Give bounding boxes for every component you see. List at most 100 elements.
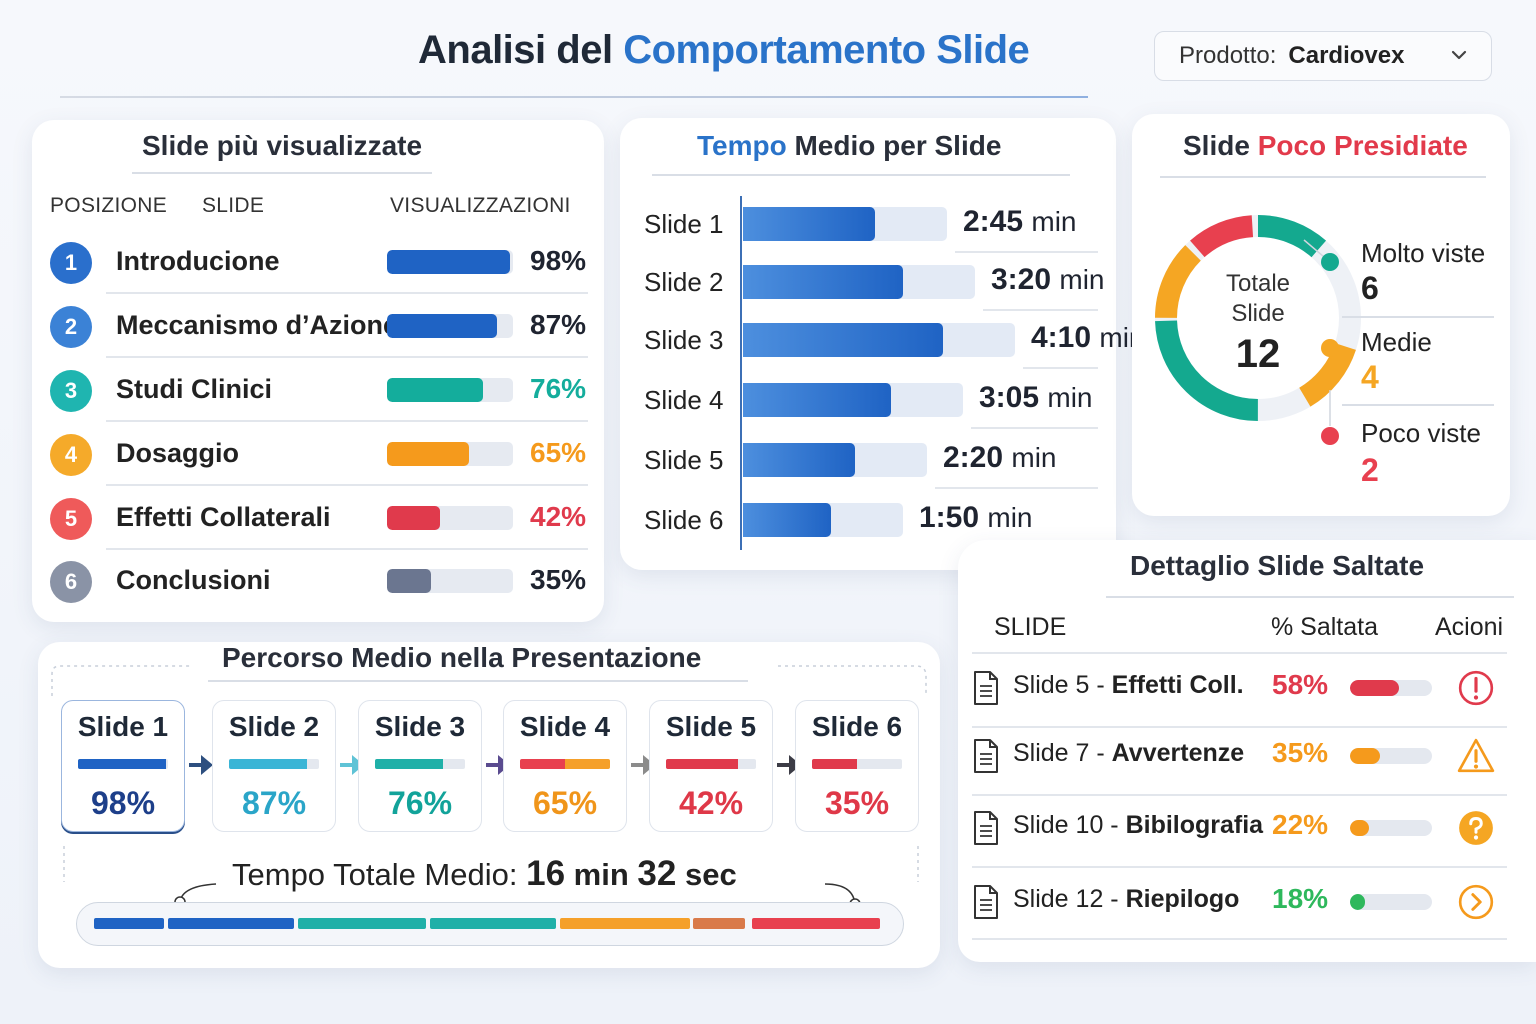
- path-step-bar: [229, 759, 319, 769]
- time-slide-label: Slide 4: [644, 385, 724, 415]
- rank-bar-fill: [387, 442, 469, 466]
- path-frame-dashed: [51, 665, 927, 882]
- time-bar: [743, 443, 855, 477]
- avg-time-title: Tempo Medio per Slide: [697, 130, 1001, 162]
- rank-bar-fill: [387, 250, 511, 274]
- path-step-percent: 35%: [824, 785, 890, 821]
- time-value-unit: min: [1011, 442, 1057, 473]
- time-bar-track: [743, 503, 903, 537]
- path-step-bar: [666, 759, 756, 769]
- skipped-slide-prefix: Slide 7 -: [1013, 739, 1112, 767]
- path-step-bar: [812, 759, 902, 769]
- time-value-number: 4:10: [1031, 321, 1092, 354]
- arrow-right-icon: [189, 755, 213, 775]
- path-step-label: Slide 5: [665, 711, 757, 742]
- skipped-slide-prefix: Slide 10 -: [1013, 811, 1126, 839]
- help-circle-icon[interactable]: [1457, 809, 1495, 847]
- skipped-title-rule: [1106, 596, 1514, 598]
- skipped-bar-track: [1350, 820, 1432, 836]
- most-viewed-title-rule: [132, 172, 432, 174]
- total-time-label: Tempo Totale Medio:: [232, 857, 518, 892]
- path-step-label: Slide 1: [77, 711, 169, 742]
- rank-percent: 42%: [530, 501, 587, 532]
- path-step[interactable]: Slide 1 98%: [61, 700, 185, 832]
- time-value-unit: min: [987, 502, 1033, 533]
- time-row-separator: [1023, 367, 1098, 369]
- time-value: 3:05 min: [979, 381, 1093, 415]
- total-time-minutes: 16: [526, 854, 566, 893]
- legend-label-medium: Medie: [1361, 327, 1432, 357]
- most-viewed-title: Slide più visualizzate: [142, 130, 423, 161]
- rank-badge: 2: [50, 306, 92, 348]
- warning-triangle-icon[interactable]: [1457, 737, 1495, 775]
- skipped-card: [958, 540, 1536, 962]
- skipped-slide-prefix: Slide 5 -: [1013, 671, 1112, 699]
- time-value-number: 1:50: [919, 501, 980, 534]
- chevron-right-circle-icon[interactable]: [1457, 883, 1495, 921]
- time-bar-track: [743, 383, 963, 417]
- time-row-separator: [971, 427, 1098, 429]
- timeline-segment: [560, 918, 690, 929]
- avg-time-title-part2: Medio per Slide: [794, 130, 1002, 161]
- time-value: 2:20 min: [943, 441, 1057, 475]
- skipped-slide-prefix: Slide 12 -: [1013, 885, 1126, 913]
- time-value-unit: min: [1059, 264, 1105, 295]
- col-position: POSIZIONE: [50, 194, 168, 217]
- path-step-bar: [520, 759, 610, 769]
- rank-badge: 6: [50, 561, 92, 603]
- total-time-sec-unit: sec: [684, 857, 737, 892]
- rank-percent: 35%: [530, 564, 587, 595]
- time-slide-label: Slide 5: [644, 445, 724, 475]
- rank-bar-track: [387, 250, 513, 274]
- legend-dot-high: [1321, 253, 1339, 271]
- page-title: Analisi del Comportamento Slide: [418, 28, 1030, 73]
- donut-center-line2: Slide: [1231, 300, 1285, 327]
- skipped-slide-name[interactable]: Slide 5 - Effetti Coll.: [1013, 671, 1244, 700]
- coverage-card: [1132, 114, 1510, 516]
- legend-divider-1: [1342, 316, 1494, 318]
- timeline-segment: [430, 918, 556, 929]
- rank-bar-fill: [387, 569, 432, 593]
- avg-time-title-rule: [652, 174, 1070, 176]
- path-step[interactable]: Slide 4 65%: [503, 700, 627, 832]
- legend-divider-2: [1342, 404, 1494, 406]
- time-value: 1:50 min: [919, 501, 1033, 535]
- path-step-bar-fill: [666, 759, 738, 769]
- path-step[interactable]: Slide 5 42%: [649, 700, 773, 832]
- path-step-bar-fill: [229, 759, 308, 769]
- skipped-bar-fill: [1350, 680, 1400, 696]
- rank-badge: 3: [50, 370, 92, 412]
- path-step[interactable]: Slide 6 35%: [795, 700, 919, 832]
- avg-time-title-part1: Tempo: [697, 130, 787, 161]
- skipped-slide-name[interactable]: Slide 12 - Riepilogo: [1013, 885, 1239, 914]
- path-step-bar-fill: [812, 759, 857, 769]
- timeline-segment: [298, 918, 426, 929]
- time-bar-track: [743, 443, 927, 477]
- time-bar: [743, 265, 903, 299]
- total-time-min-unit: min: [573, 857, 629, 892]
- product-select-value: Cardiovex: [1288, 42, 1405, 69]
- page-title-part2: Comportamento Slide: [623, 28, 1030, 72]
- rank-percent: 87%: [530, 309, 587, 340]
- skipped-bar-fill: [1350, 894, 1366, 910]
- avg-time-axis: [740, 196, 742, 550]
- path-step-percent: 98%: [90, 785, 156, 821]
- path-step[interactable]: Slide 3 76%: [358, 700, 482, 832]
- timeline-segment: [94, 918, 164, 929]
- product-select[interactable]: Prodotto: Cardiovex: [1154, 31, 1492, 81]
- time-row-separator: [935, 487, 1098, 489]
- path-step-bar-fill: [375, 759, 444, 769]
- skipped-percent: 58%: [1272, 669, 1329, 700]
- error-circle-icon[interactable]: [1457, 669, 1495, 707]
- rank-badge: 5: [50, 498, 92, 540]
- time-bar: [743, 383, 891, 417]
- skipped-slide-name[interactable]: Slide 10 - Bibilografia: [1013, 811, 1263, 840]
- skipped-bar-track: [1350, 748, 1432, 764]
- col-slide: SLIDE: [202, 194, 265, 217]
- rank-row-separator: [106, 548, 588, 550]
- rank-slide-name: Dosaggio: [116, 438, 240, 468]
- path-step[interactable]: Slide 2 87%: [212, 700, 336, 832]
- path-step-percent: 65%: [532, 785, 598, 821]
- skipped-slide-name[interactable]: Slide 7 - Avvertenze: [1013, 739, 1244, 768]
- rank-bar-track: [387, 569, 513, 593]
